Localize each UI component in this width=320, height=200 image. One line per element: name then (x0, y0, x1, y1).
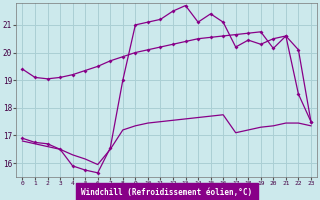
X-axis label: Windchill (Refroidissement éolien,°C): Windchill (Refroidissement éolien,°C) (81, 188, 252, 197)
